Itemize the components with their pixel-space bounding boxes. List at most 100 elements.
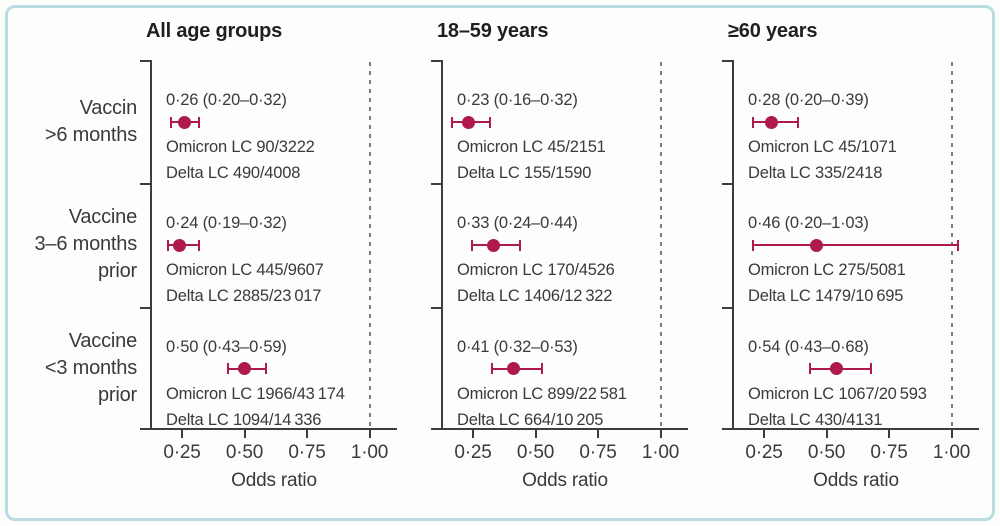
row-divider-tick [431,60,441,62]
delta-count-label: Delta LC 430/4131 [748,410,883,429]
x-tick [597,430,599,438]
x-tick [825,430,828,438]
point-estimate-marker [830,362,843,376]
x-tick-label: 0·25 [745,442,783,463]
x-tick [306,430,308,438]
ci-cap-left [490,363,493,375]
delta-count-label: Delta LC 490/4008 [166,164,301,182]
row-group-label-line: <3 months [44,356,137,379]
omicron-count-label: Omicron LC 90/3222 [166,138,315,156]
panel-title: 18–59 years [437,20,549,42]
row-group-label-line: >6 months [44,123,137,146]
ci-cap-left [751,239,754,251]
x-tick [763,430,765,438]
delta-count-label: Delta LC 1479/10 695 [748,287,904,306]
x-tick [472,430,474,438]
row-group-label-line: prior [97,383,137,406]
delta-count-label: Delta LC 335/2418 [748,164,883,182]
ci-cap-left [809,363,811,375]
point-estimate-marker [486,238,500,252]
x-axis-title: Odds ratio [522,470,608,491]
delta-count-label: Delta LC 1094/14 336 [166,410,322,429]
x-tick-label: 1·00 [932,442,971,463]
x-tick [888,430,890,438]
row-group-label-line: prior [97,260,137,283]
y-axis-line [732,60,734,430]
x-tick-label: 0·25 [454,442,492,463]
panel-title: All age groups [146,20,283,42]
omicron-count-label: Omicron LC 275/5081 [748,261,906,280]
x-tick-label: 1·00 [641,442,680,463]
panel-title: ≥60 years [728,20,818,42]
omicron-count-label: Omicron LC 45/2151 [457,138,606,156]
row-group-label-line: 3–6 months [34,233,137,256]
ci-cap-left [167,239,169,251]
x-tick [181,430,183,438]
point-estimate-marker [173,238,186,252]
ci-cap-left [751,116,754,128]
ci-cap-right [518,239,521,251]
or-ci-label: 0·54 (0·43–0·68) [748,337,869,356]
row-divider-tick [140,60,150,62]
ci-cap-right [797,116,799,128]
point-estimate-marker [506,362,520,376]
omicron-count-label: Omicron LC 445/9607 [166,261,324,280]
ci-cap-right [541,363,543,375]
row-group-label-line: Vaccine [68,206,137,229]
row-divider-tick [140,306,150,309]
x-axis-title: Odds ratio [813,470,899,491]
x-tick-label: 0·50 [516,442,555,463]
x-tick-label: 0·25 [163,442,201,463]
x-tick-label: 0·75 [579,442,617,463]
row-divider-tick [140,183,150,186]
row-divider-tick [722,306,732,309]
point-estimate-marker [765,115,778,129]
ci-cap-left [450,116,453,128]
point-estimate-marker [461,115,475,129]
delta-count-label: Delta LC 2885/23 017 [166,287,322,306]
row-divider-tick [431,306,441,309]
or-ci-label: 0·28 (0·20–0·39) [748,91,869,109]
row-group-label: Vaccine <3 months prior [0,307,137,430]
ci-cap-right [197,116,200,128]
x-tick-label: 0·75 [870,442,908,463]
or-ci-label: 0·50 (0·43–0·59) [166,337,287,356]
delta-count-label: Delta LC 155/1590 [457,164,592,182]
x-tick-label: 1·00 [350,442,389,463]
or-ci-label: 0·24 (0·19–0·32) [166,214,287,233]
or-ci-label: 0·23 (0·16–0·32) [457,91,578,109]
or-ci-label: 0·33 (0·24–0·44) [457,214,578,233]
delta-count-label: Delta LC 1406/12 322 [457,287,613,306]
or-ci-label: 0·46 (0·20–1·03) [748,214,869,233]
or-ci-label: 0·26 (0·20–0·32) [166,91,287,109]
ci-cap-right [265,363,267,375]
omicron-count-label: Omicron LC 170/4526 [457,261,615,280]
y-axis-line [150,60,152,430]
x-tick [243,430,246,438]
row-group-label-line: Vaccine [68,329,137,352]
ci-cap-left [227,363,229,375]
row-divider-tick [722,183,732,186]
omicron-count-label: Omicron LC 1067/20 593 [748,384,927,403]
ci-cap-right [957,239,959,251]
x-tick [659,430,662,438]
row-group-label: Vaccin >6 months [0,60,137,183]
ci-cap-left [470,239,473,251]
y-axis-line [441,60,443,430]
ci-cap-left [169,116,172,128]
omicron-count-label: Omicron LC 899/22 581 [457,384,627,403]
reference-line-or-1 [659,62,662,428]
row-divider-tick [431,183,441,186]
point-estimate-marker [178,115,191,129]
or-ci-label: 0·41 (0·32–0·53) [457,337,578,356]
x-tick-label: 0·50 [807,442,846,463]
x-tick-label: 0·75 [288,442,326,463]
ci-cap-right [488,116,491,128]
omicron-count-label: Omicron LC 45/1071 [748,138,897,156]
x-tick [950,430,953,438]
delta-count-label: Delta LC 664/10 205 [457,410,604,429]
omicron-count-label: Omicron LC 1966/43 174 [166,384,345,403]
x-axis-title: Odds ratio [231,470,317,491]
